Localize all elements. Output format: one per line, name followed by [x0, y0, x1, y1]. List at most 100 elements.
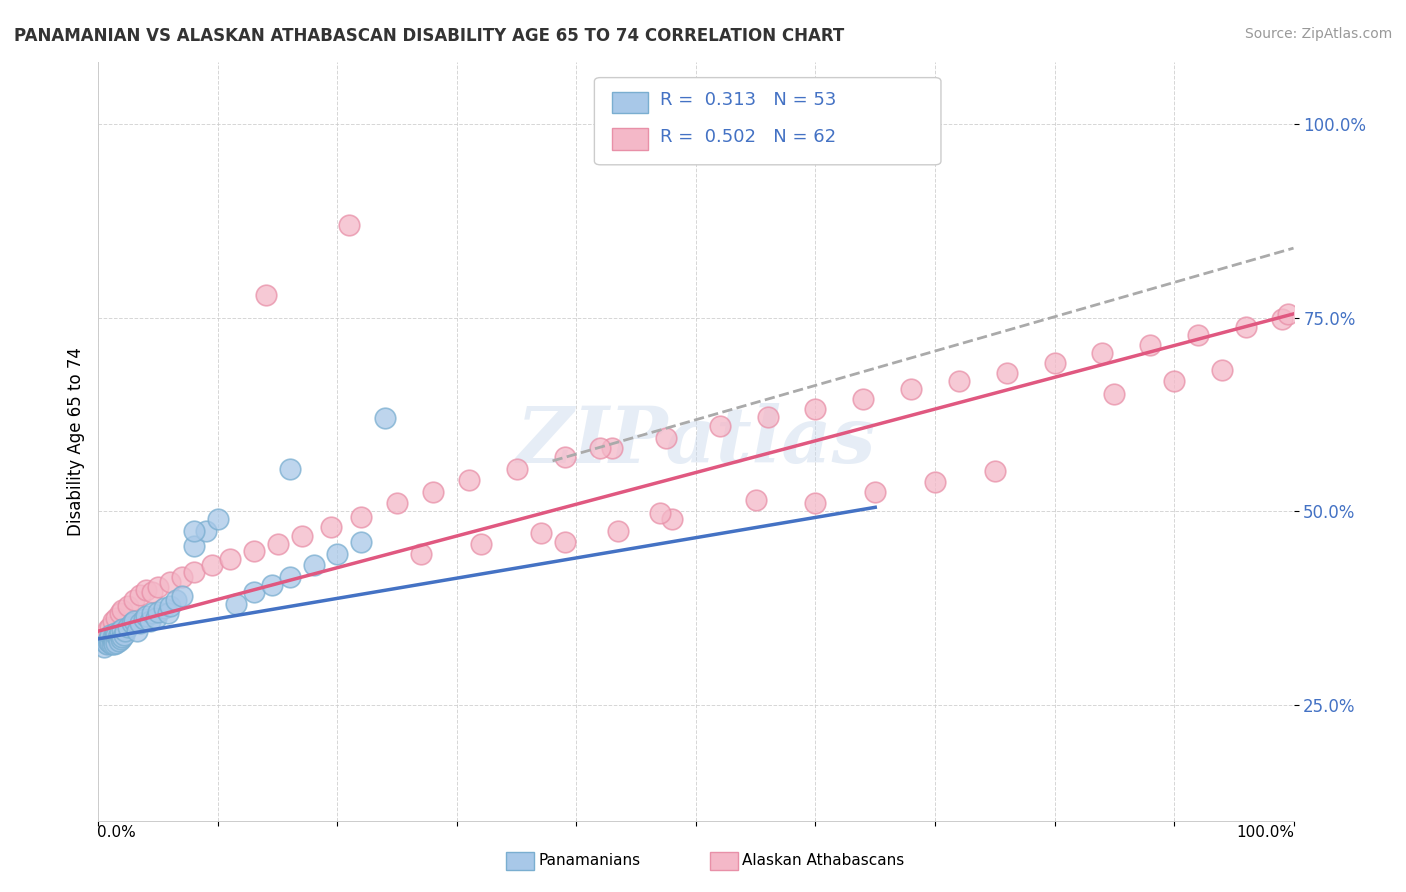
Point [350, 535, 373, 549]
Point [124, 593, 146, 607]
Point [135, 608, 157, 623]
Point [852, 392, 875, 406]
Point [648, 506, 672, 520]
Point [326, 547, 349, 561]
Text: Alaskan Athabascans: Alaskan Athabascans [742, 854, 904, 868]
Point [108, 607, 131, 621]
Point [1104, 386, 1126, 401]
Point [1271, 312, 1294, 326]
Point [114, 624, 136, 639]
Point [97, 634, 120, 648]
Point [124, 614, 146, 628]
Point [201, 558, 224, 573]
Point [219, 552, 242, 566]
Point [93, 640, 115, 654]
Point [745, 492, 768, 507]
Point [374, 411, 396, 425]
Point [98, 620, 122, 634]
Point [411, 547, 433, 561]
Point [101, 634, 124, 648]
Point [948, 374, 970, 388]
Point [385, 496, 409, 510]
FancyBboxPatch shape [613, 92, 648, 113]
Point [129, 616, 152, 631]
Point [756, 409, 779, 424]
Point [111, 603, 134, 617]
Point [422, 484, 444, 499]
Point [1211, 363, 1233, 377]
Point [1234, 320, 1257, 334]
Point [135, 583, 157, 598]
Point [111, 622, 134, 636]
Point [865, 484, 887, 499]
Point [94, 636, 117, 650]
Point [96, 637, 118, 651]
Point [225, 597, 247, 611]
Point [117, 599, 139, 613]
Point [139, 614, 162, 628]
Point [132, 612, 155, 626]
Point [607, 524, 630, 538]
Point [554, 450, 576, 464]
Point [103, 632, 125, 646]
Point [506, 461, 529, 475]
Point [108, 624, 131, 639]
Point [291, 529, 314, 543]
Point [458, 473, 481, 487]
Point [97, 622, 120, 636]
Point [321, 519, 343, 533]
Text: Panamanians: Panamanians [538, 854, 641, 868]
Point [554, 535, 576, 549]
Point [141, 585, 163, 599]
Text: ZIPatlas: ZIPatlas [516, 403, 876, 480]
Point [156, 607, 179, 621]
Point [709, 419, 731, 434]
Point [530, 525, 553, 540]
Point [1277, 307, 1299, 321]
Point [183, 565, 205, 579]
Point [110, 632, 132, 646]
FancyBboxPatch shape [595, 78, 941, 165]
Point [995, 367, 1018, 381]
Text: 0.0%: 0.0% [97, 824, 136, 839]
Point [655, 431, 678, 445]
Point [339, 218, 361, 232]
Point [159, 575, 181, 590]
Y-axis label: Disability Age 65 to 74: Disability Age 65 to 74 [66, 347, 84, 536]
Point [105, 628, 128, 642]
Point [278, 570, 301, 584]
Point [100, 637, 122, 651]
Point [984, 464, 1007, 478]
Text: R =  0.313   N = 53: R = 0.313 N = 53 [661, 91, 837, 110]
Point [129, 588, 152, 602]
Point [165, 593, 187, 607]
Text: PANAMANIAN VS ALASKAN ATHABASCAN DISABILITY AGE 65 TO 74 CORRELATION CHART: PANAMANIAN VS ALASKAN ATHABASCAN DISABIL… [14, 27, 845, 45]
Point [1043, 356, 1066, 370]
Point [243, 585, 266, 599]
Point [924, 475, 946, 489]
Point [602, 441, 624, 455]
Point [661, 512, 683, 526]
Point [589, 441, 612, 455]
Point [470, 536, 492, 550]
Point [148, 605, 170, 619]
Point [105, 611, 128, 625]
Point [207, 512, 229, 526]
Point [141, 607, 163, 621]
Point [111, 630, 134, 644]
Text: Source: ZipAtlas.com: Source: ZipAtlas.com [1244, 27, 1392, 41]
Point [93, 632, 115, 646]
Point [195, 524, 218, 538]
Point [107, 634, 129, 648]
Point [145, 611, 167, 625]
Point [148, 580, 170, 594]
Point [107, 630, 129, 644]
Point [804, 496, 827, 510]
Point [103, 637, 125, 651]
Point [267, 536, 290, 550]
Point [1163, 374, 1185, 388]
Point [98, 632, 121, 646]
Point [98, 636, 122, 650]
Point [350, 510, 373, 524]
Point [254, 287, 277, 301]
